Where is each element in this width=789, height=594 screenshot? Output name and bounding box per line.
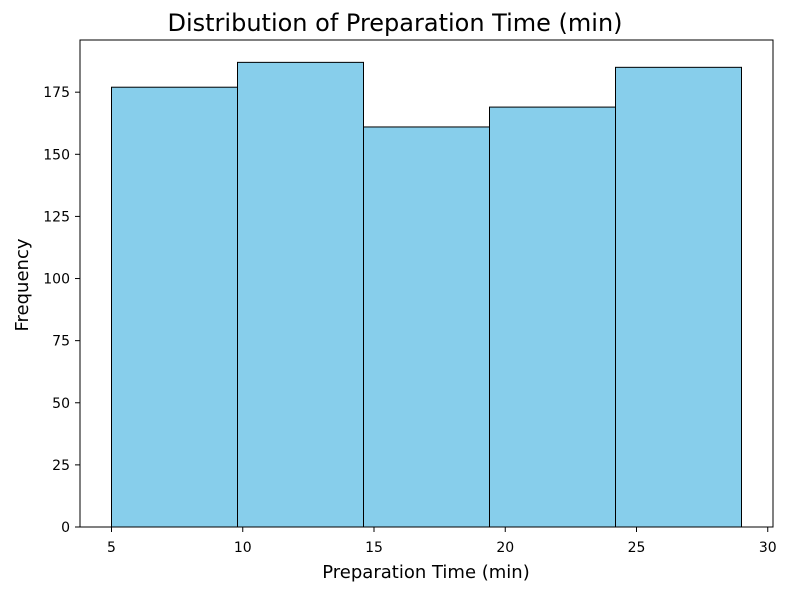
y-tick-label: 150 bbox=[43, 147, 70, 163]
x-axis-label: Preparation Time (min) bbox=[322, 562, 529, 583]
x-tick-label: 10 bbox=[234, 540, 252, 556]
x-tick-label: 30 bbox=[759, 540, 777, 556]
y-axis-label: Frequency bbox=[12, 238, 33, 331]
y-tick-label: 125 bbox=[43, 209, 70, 225]
y-tick-label: 175 bbox=[43, 85, 70, 101]
y-tick-label: 50 bbox=[52, 396, 70, 412]
x-tick-label: 15 bbox=[365, 540, 383, 556]
y-tick-label: 25 bbox=[52, 458, 70, 474]
y-tick-label: 75 bbox=[52, 334, 70, 350]
y-tick-label: 0 bbox=[61, 520, 70, 536]
x-tick-label: 20 bbox=[496, 540, 514, 556]
histogram-bar-5 bbox=[615, 66, 742, 528]
bars-layer bbox=[111, 61, 742, 528]
x-tick-label: 5 bbox=[107, 540, 116, 556]
histogram-bar-3 bbox=[363, 126, 490, 528]
x-tick-label: 25 bbox=[628, 540, 646, 556]
y-tick-label: 100 bbox=[43, 272, 70, 288]
histogram-bar-2 bbox=[237, 61, 364, 528]
plot-frame bbox=[79, 39, 774, 528]
histogram-bar-1 bbox=[111, 86, 238, 528]
chart-title: Distribution of Preparation Time (min) bbox=[167, 9, 622, 37]
histogram-bar-4 bbox=[489, 106, 616, 528]
ticks-layer: 5 10 15 20 25 30 0 25 50 75 100 125 150 175 bbox=[43, 85, 776, 556]
